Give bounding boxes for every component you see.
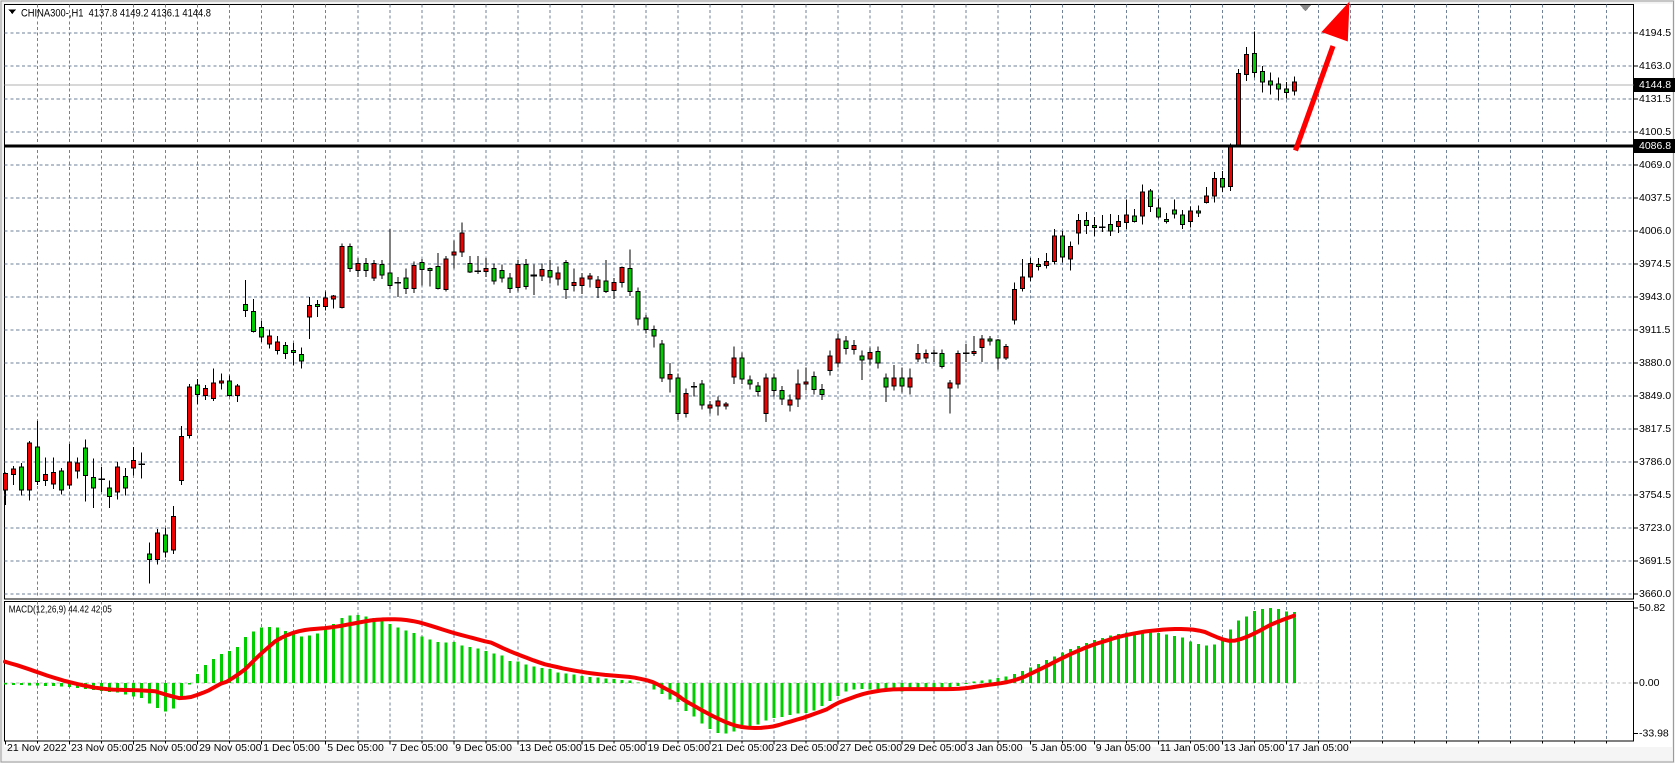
svg-text:3660.0: 3660.0 [1639, 588, 1671, 600]
svg-text:21 Nov 2022: 21 Nov 2022 [7, 742, 67, 754]
svg-text:4086.8: 4086.8 [1639, 140, 1671, 152]
svg-text:4006.0: 4006.0 [1639, 225, 1671, 237]
svg-text:23 Nov 05:00: 23 Nov 05:00 [71, 742, 134, 754]
svg-text:29 Nov 05:00: 29 Nov 05:00 [199, 742, 262, 754]
svg-text:50.82: 50.82 [1639, 602, 1665, 614]
svg-text:3 Jan 05:00: 3 Jan 05:00 [968, 742, 1023, 754]
svg-text:5 Jan 05:00: 5 Jan 05:00 [1032, 742, 1087, 754]
svg-text:3911.5: 3911.5 [1639, 324, 1670, 336]
svg-text:27 Dec 05:00: 27 Dec 05:00 [840, 742, 903, 754]
svg-text:21 Dec 05:00: 21 Dec 05:00 [712, 742, 775, 754]
svg-text:4131.5: 4131.5 [1639, 93, 1671, 105]
svg-text:13 Jan 05:00: 13 Jan 05:00 [1224, 742, 1285, 754]
svg-text:9 Dec 05:00: 9 Dec 05:00 [455, 742, 512, 754]
svg-text:29 Dec 05:00: 29 Dec 05:00 [904, 742, 967, 754]
svg-text:1 Dec 05:00: 1 Dec 05:00 [263, 742, 320, 754]
svg-text:7 Dec 05:00: 7 Dec 05:00 [391, 742, 448, 754]
svg-text:25 Nov 05:00: 25 Nov 05:00 [135, 742, 198, 754]
svg-text:19 Dec 05:00: 19 Dec 05:00 [648, 742, 711, 754]
svg-text:11 Jan 05:00: 11 Jan 05:00 [1160, 742, 1220, 754]
svg-text:3786.0: 3786.0 [1639, 456, 1671, 468]
svg-text:17 Jan 05:00: 17 Jan 05:00 [1288, 742, 1349, 754]
svg-text:3849.0: 3849.0 [1639, 390, 1671, 402]
svg-text:MACD(12,26,9) 44.42 42.05: MACD(12,26,9) 44.42 42.05 [9, 604, 112, 616]
svg-text:4037.5: 4037.5 [1639, 192, 1671, 204]
svg-text:15 Dec 05:00: 15 Dec 05:00 [583, 742, 646, 754]
svg-text:4069.0: 4069.0 [1639, 159, 1671, 171]
svg-text:4194.5: 4194.5 [1639, 27, 1671, 39]
svg-text:3943.0: 3943.0 [1639, 291, 1671, 303]
svg-text:3754.5: 3754.5 [1639, 489, 1671, 501]
svg-text:3817.5: 3817.5 [1639, 423, 1671, 435]
svg-text:9 Jan 05:00: 9 Jan 05:00 [1096, 742, 1151, 754]
svg-text:-33.98: -33.98 [1639, 728, 1669, 740]
svg-text:13 Dec 05:00: 13 Dec 05:00 [519, 742, 582, 754]
svg-text:23 Dec 05:00: 23 Dec 05:00 [776, 742, 839, 754]
svg-text:4144.8: 4144.8 [1639, 79, 1671, 91]
svg-text:CHINA300-,H1 4137.8 4149.2 41: CHINA300-,H1 4137.8 4149.2 4136.1 4144.8 [21, 8, 211, 20]
svg-text:3880.0: 3880.0 [1639, 357, 1671, 369]
svg-text:0.00: 0.00 [1639, 677, 1660, 689]
svg-text:3691.5: 3691.5 [1639, 555, 1671, 567]
svg-text:3723.0: 3723.0 [1639, 522, 1671, 534]
svg-text:5 Dec 05:00: 5 Dec 05:00 [327, 742, 384, 754]
svg-text:3974.5: 3974.5 [1639, 258, 1671, 270]
svg-text:4100.5: 4100.5 [1639, 126, 1671, 138]
svg-text:4163.0: 4163.0 [1639, 60, 1671, 72]
